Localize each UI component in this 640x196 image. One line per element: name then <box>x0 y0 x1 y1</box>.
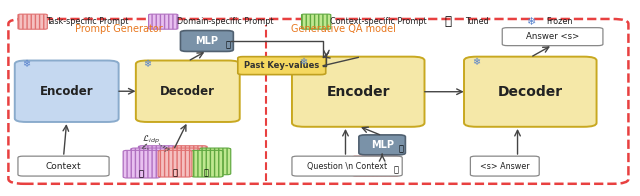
Text: ❄: ❄ <box>143 59 152 69</box>
Text: Decoder: Decoder <box>160 85 215 98</box>
Text: Encoder: Encoder <box>40 85 93 98</box>
Text: Answer <s>: Answer <s> <box>526 32 579 41</box>
Text: Context: Context <box>45 162 81 171</box>
Text: Decoder: Decoder <box>498 85 563 99</box>
FancyBboxPatch shape <box>292 57 424 127</box>
Text: 🔥: 🔥 <box>172 168 177 177</box>
FancyBboxPatch shape <box>136 61 240 122</box>
FancyBboxPatch shape <box>123 150 160 178</box>
Text: <s> Answer: <s> Answer <box>480 162 530 171</box>
Text: ❄: ❄ <box>525 17 535 27</box>
FancyBboxPatch shape <box>166 148 200 175</box>
FancyBboxPatch shape <box>359 135 405 155</box>
Text: Question \n Context: Question \n Context <box>307 162 387 171</box>
Text: 🔥: 🔥 <box>444 15 451 28</box>
FancyBboxPatch shape <box>199 148 231 175</box>
FancyBboxPatch shape <box>18 14 47 29</box>
FancyBboxPatch shape <box>148 14 178 29</box>
FancyBboxPatch shape <box>464 57 596 127</box>
Text: 🔥: 🔥 <box>139 169 144 178</box>
Text: 🔥: 🔥 <box>225 40 230 49</box>
Text: 🔥: 🔥 <box>399 144 404 153</box>
Text: MLP: MLP <box>371 140 394 150</box>
FancyBboxPatch shape <box>292 156 402 176</box>
Text: ❄: ❄ <box>300 57 308 67</box>
Text: Task-specific Prompt: Task-specific Prompt <box>46 17 129 26</box>
Text: Generative QA model: Generative QA model <box>291 24 396 34</box>
FancyBboxPatch shape <box>180 31 234 51</box>
Text: Tuned: Tuned <box>465 17 489 26</box>
FancyBboxPatch shape <box>353 156 399 176</box>
FancyBboxPatch shape <box>131 148 168 176</box>
FancyBboxPatch shape <box>15 61 118 122</box>
Text: Past Key-values: Past Key-values <box>244 61 319 70</box>
Text: 🔥: 🔥 <box>204 168 209 177</box>
FancyBboxPatch shape <box>502 28 603 46</box>
Text: Context-specific Prompt: Context-specific Prompt <box>330 17 426 26</box>
FancyBboxPatch shape <box>191 150 223 177</box>
FancyBboxPatch shape <box>158 150 192 177</box>
Text: ❄: ❄ <box>22 59 31 69</box>
Text: Domain-specific Prompt: Domain-specific Prompt <box>177 17 273 26</box>
FancyBboxPatch shape <box>173 146 207 172</box>
Text: Encoder: Encoder <box>326 85 390 99</box>
FancyBboxPatch shape <box>238 57 326 75</box>
Text: Prompt Generator: Prompt Generator <box>75 24 163 34</box>
FancyBboxPatch shape <box>470 156 540 176</box>
Text: 🔥: 🔥 <box>394 165 399 174</box>
Text: Frozen: Frozen <box>546 17 573 26</box>
Text: ❄: ❄ <box>472 57 480 67</box>
Text: MLP: MLP <box>195 36 218 46</box>
FancyBboxPatch shape <box>301 14 331 29</box>
FancyBboxPatch shape <box>18 156 109 176</box>
FancyBboxPatch shape <box>138 146 175 173</box>
Text: $\mathcal{L}_{idp}$: $\mathcal{L}_{idp}$ <box>142 133 160 146</box>
